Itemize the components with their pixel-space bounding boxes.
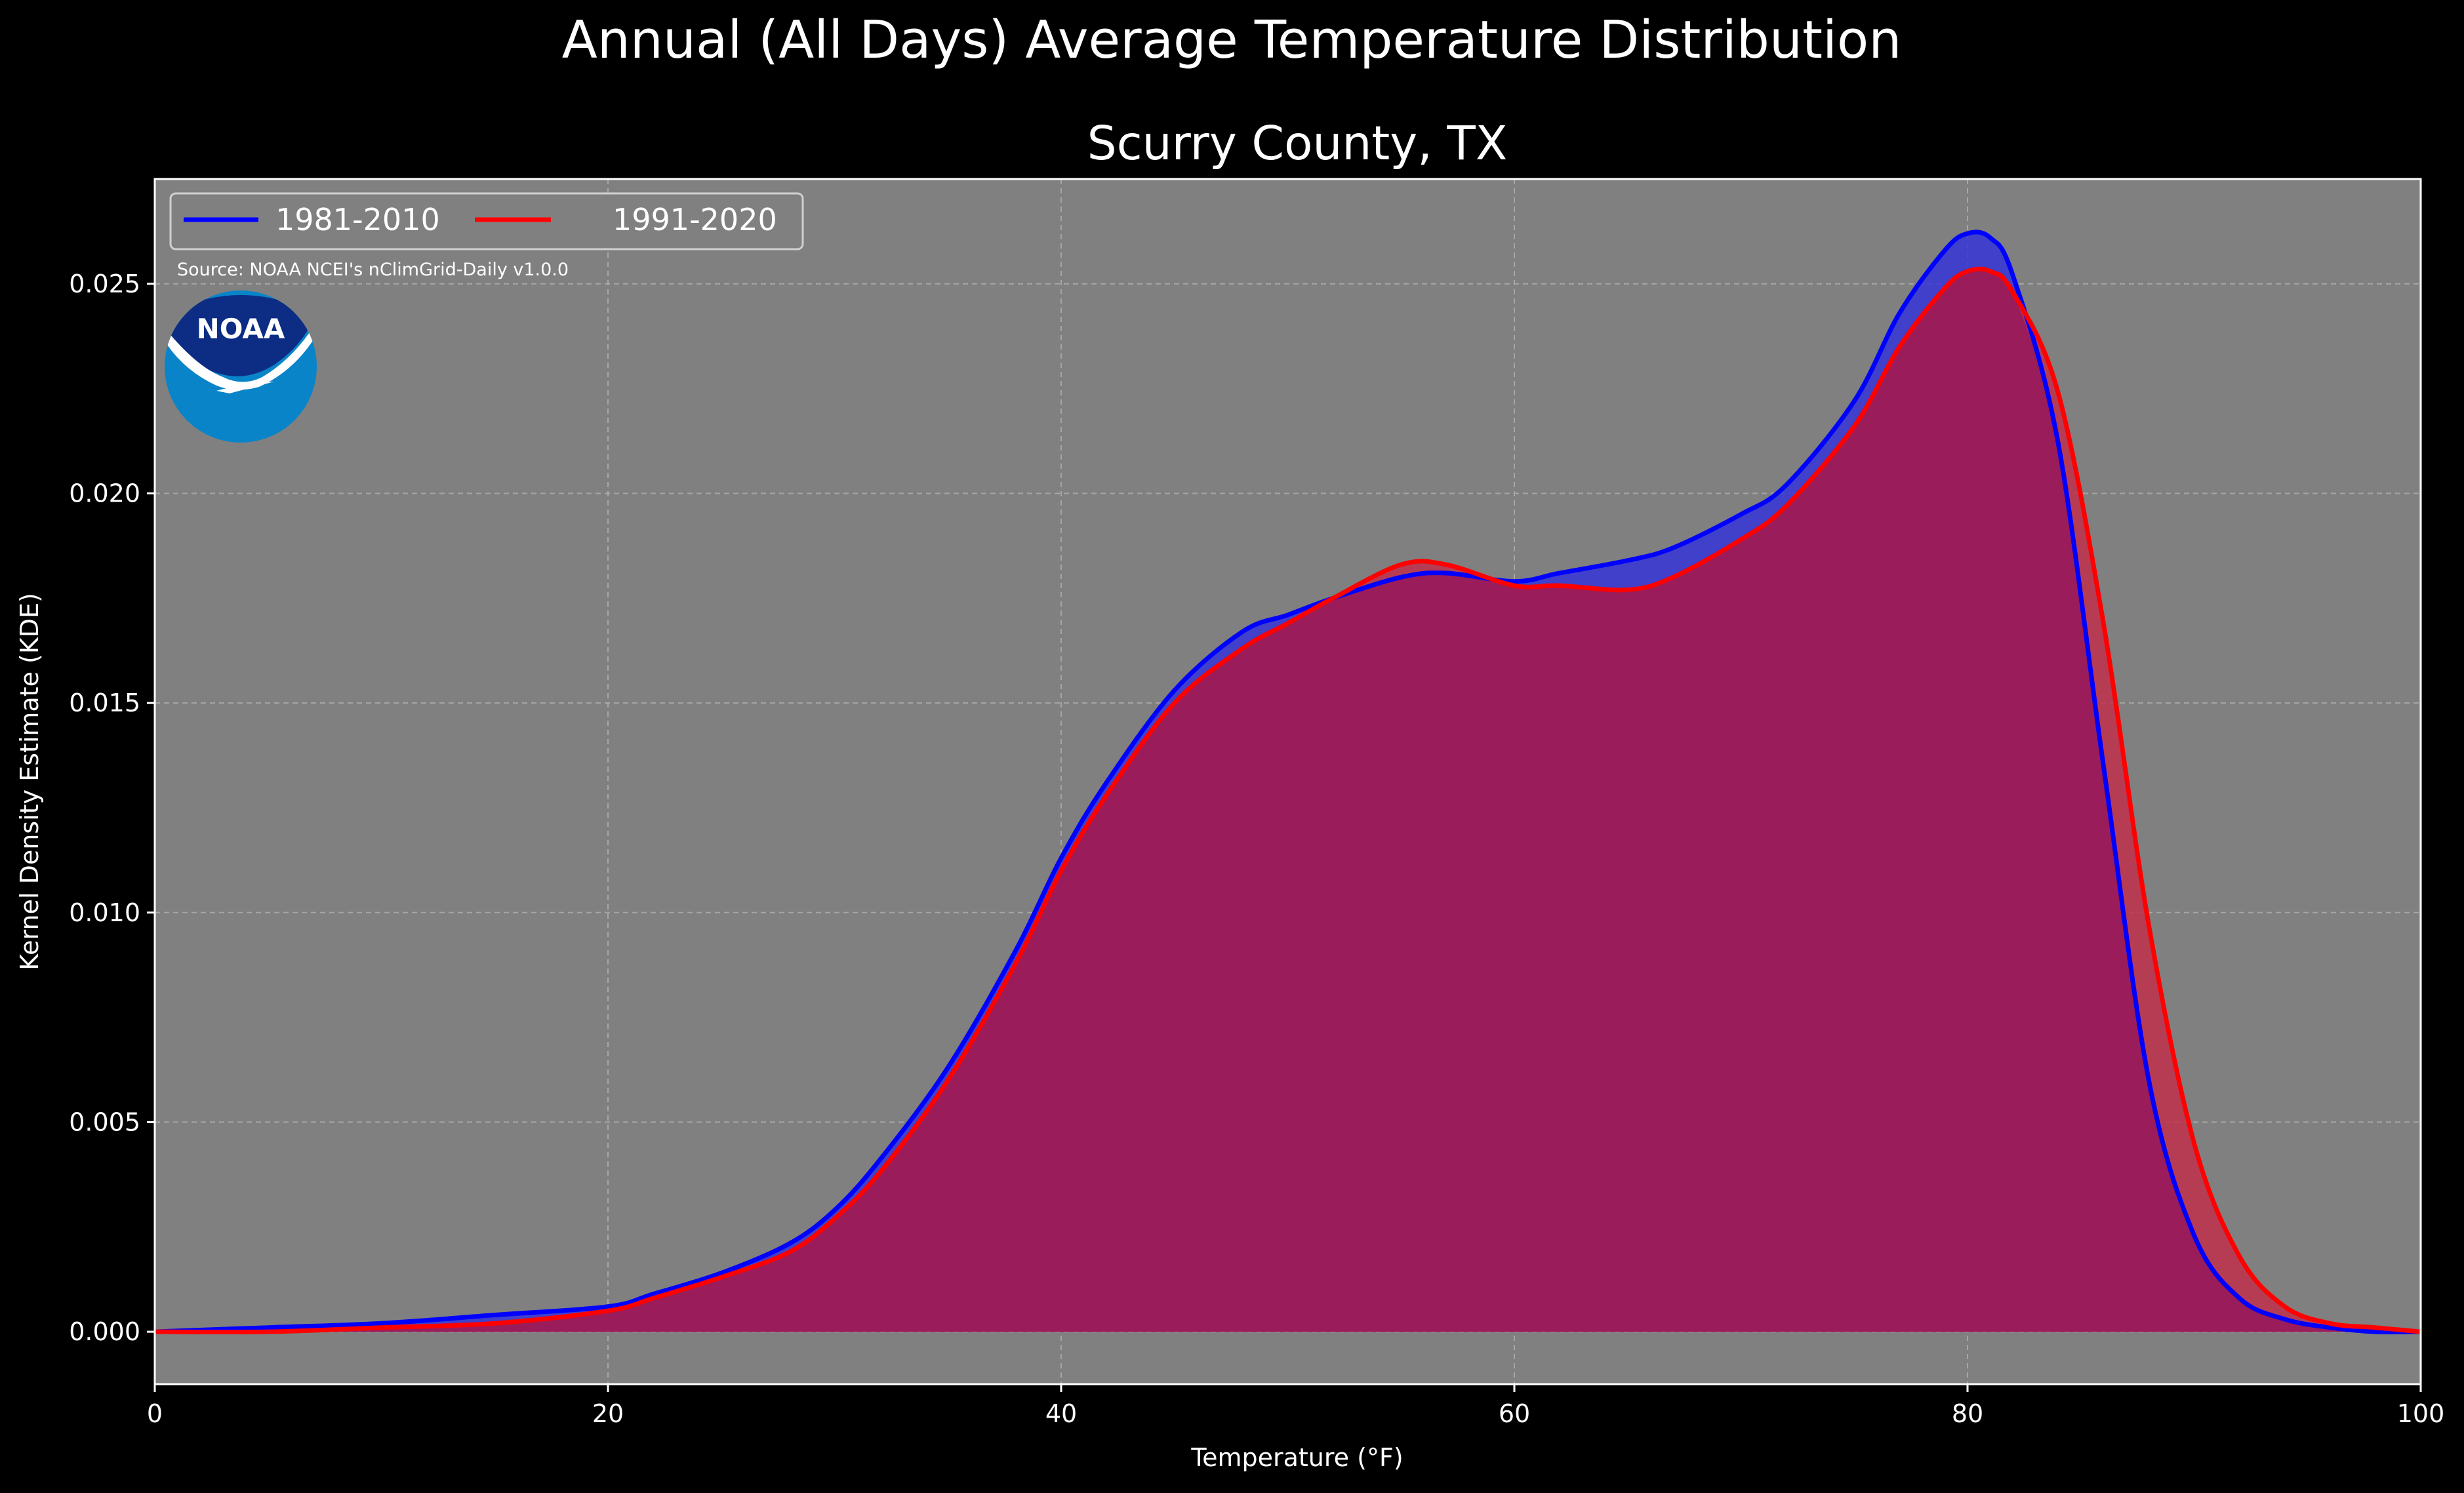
axis-ticks: 0 20 40 60 80 100 0.000 0.005 0.010 0.015 0.020 0.0…: [69, 178, 2445, 1428]
noaa-logo-text: NOAA: [197, 313, 285, 345]
series-overlap-area: [155, 269, 2421, 1332]
y-tick-label: 0.015: [69, 688, 140, 717]
x-tick-label: 100: [2397, 1399, 2445, 1428]
x-axis-label: Temperature (°F): [1190, 1443, 1403, 1472]
chart-subtitle: Scurry County, TX: [1087, 116, 1508, 170]
noaa-logo: NOAA: [165, 290, 317, 443]
noaa-logo-gull: [165, 321, 317, 390]
x-tick-label: 80: [1952, 1399, 1983, 1428]
y-axis-label: Kernel Density Estimate (KDE): [15, 593, 44, 970]
y-tick-label: 0.010: [69, 898, 140, 927]
x-tick-label: 60: [1499, 1399, 1530, 1428]
series-fills: [155, 231, 2421, 1332]
x-tick-label: 20: [592, 1399, 624, 1428]
x-tick-label: 0: [147, 1399, 163, 1428]
legend-label-1991-2020: 1991-2020: [613, 202, 777, 237]
chart-title: Annual (All Days) Average Temperature Di…: [562, 10, 1902, 70]
series-1981-2010-line: [154, 229, 2421, 1335]
y-tick-label: 0.025: [69, 269, 140, 298]
legend: 1981-2010 1991-2020: [169, 192, 804, 250]
noaa-logo-sky: [165, 295, 317, 376]
y-tick-label: 0.020: [69, 479, 140, 508]
y-tick-label: 0.000: [69, 1317, 140, 1346]
series-lines: [154, 229, 2421, 1335]
plot-frame: [153, 178, 2422, 1385]
x-tick-label: 40: [1045, 1399, 1077, 1428]
series-1991-2020-line: [154, 266, 2421, 1335]
legend-label-1981-2010: 1981-2010: [275, 202, 440, 237]
y-tick-label: 0.005: [69, 1107, 140, 1136]
noaa-logo-tail: [216, 382, 274, 393]
source-note: Source: NOAA NCEI's nClimGrid-Daily v1.0…: [177, 260, 569, 280]
